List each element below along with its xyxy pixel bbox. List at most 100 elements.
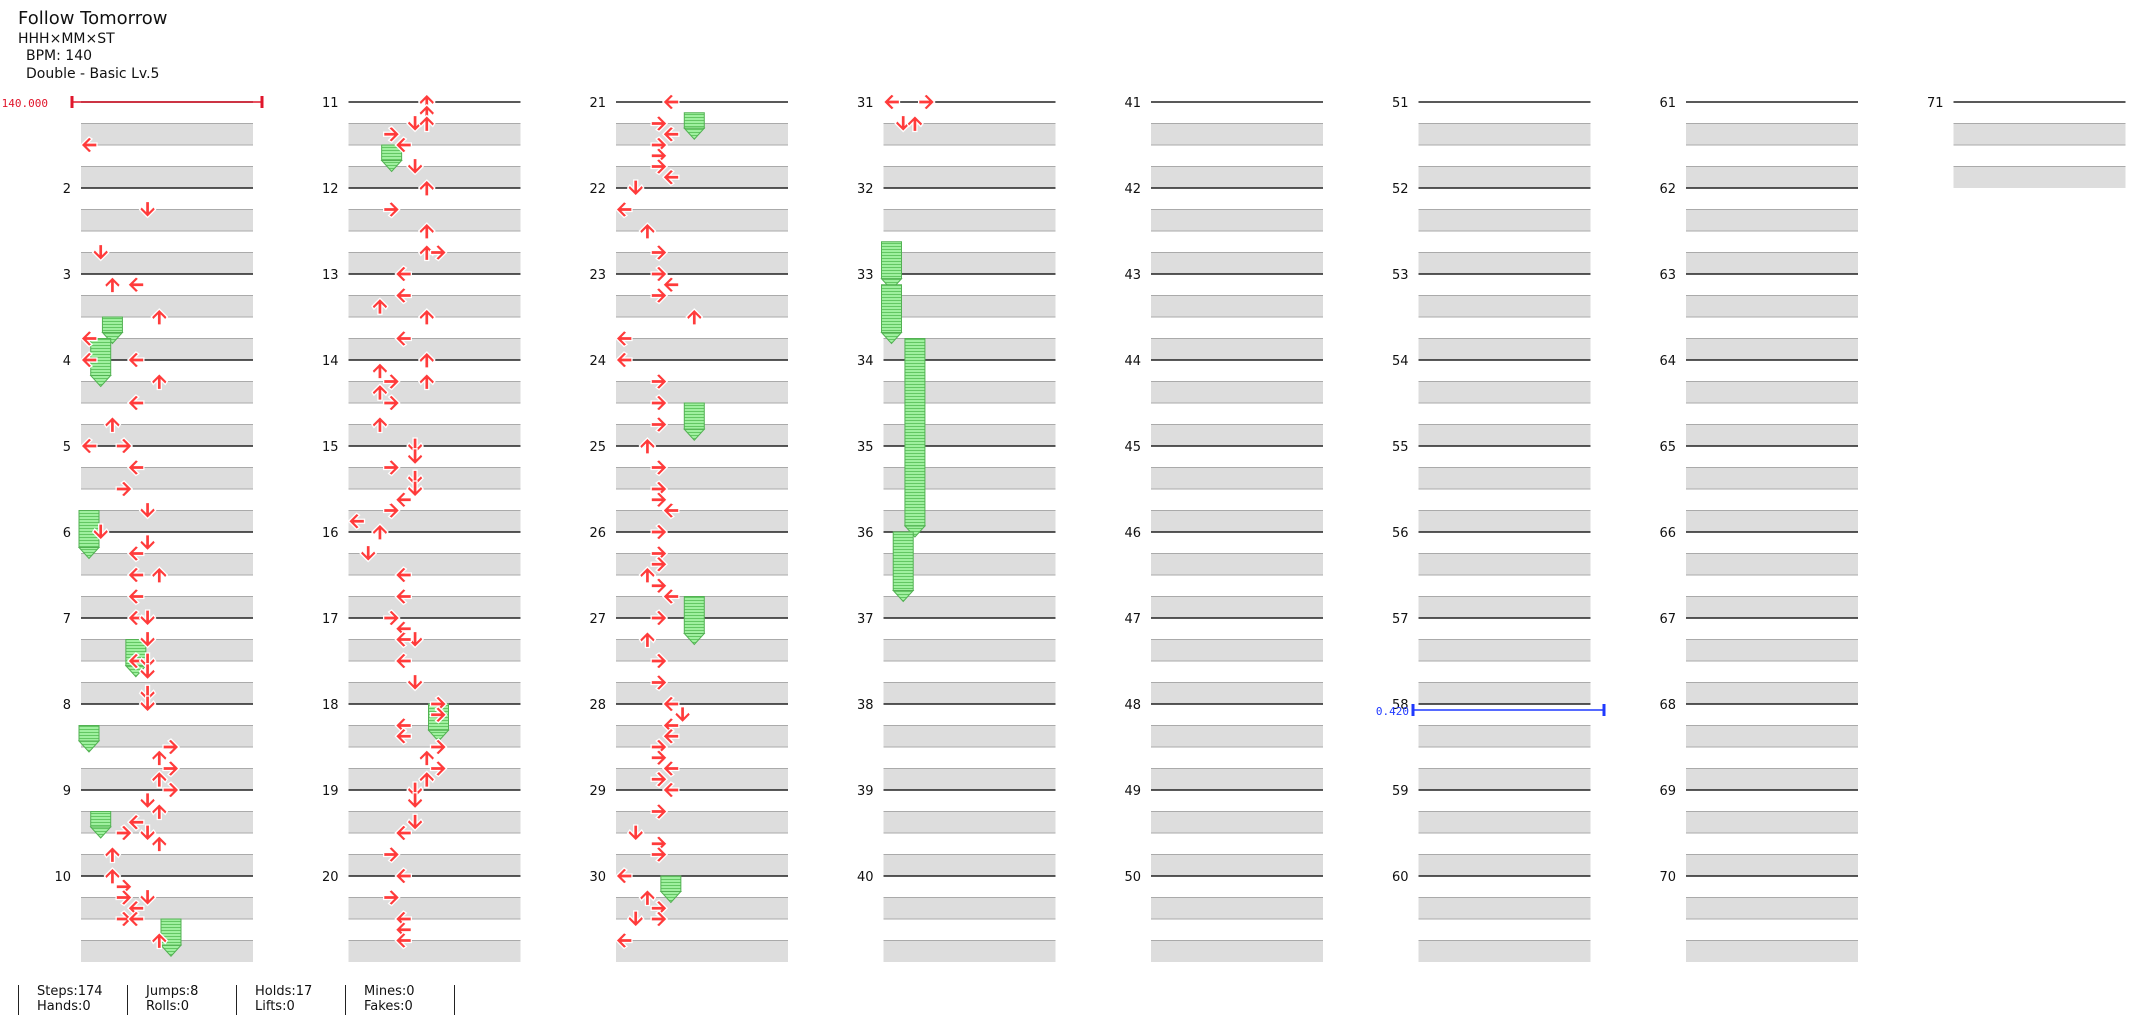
beat-band <box>81 489 253 511</box>
right-arrow-icon <box>382 200 401 219</box>
beat-band <box>616 768 788 790</box>
up-arrow-icon <box>417 179 436 197</box>
beat-band <box>883 424 1056 446</box>
right-arrow-icon <box>650 845 669 864</box>
beat-band <box>1418 467 1591 489</box>
hold-note <box>881 241 902 280</box>
beat-band <box>1418 833 1591 855</box>
beat-band <box>1151 811 1323 833</box>
beat-band <box>1686 489 1858 511</box>
left-arrow-icon <box>394 329 413 348</box>
right-arrow-icon <box>115 437 134 455</box>
down-arrow-icon <box>406 781 424 799</box>
beat-band <box>1418 489 1591 511</box>
right-arrow-icon <box>650 652 669 670</box>
right-arrow-icon <box>650 243 669 262</box>
measure-number: 36 <box>857 526 874 541</box>
mines-count: Mines:0 <box>364 984 415 999</box>
left-arrow-icon <box>126 351 145 369</box>
right-arrow-icon <box>650 265 669 283</box>
beat-band <box>1418 295 1591 317</box>
left-arrow-icon <box>394 931 413 950</box>
beat-band <box>883 209 1056 231</box>
beat-band <box>1418 403 1591 425</box>
left-arrow-icon <box>661 781 680 799</box>
beat-band <box>616 295 788 317</box>
right-arrow-icon <box>162 781 180 799</box>
beat-band <box>348 252 521 274</box>
beat-band <box>1151 338 1323 360</box>
measure-number: 7 <box>63 612 71 627</box>
beat-band <box>883 510 1056 532</box>
up-arrow-icon <box>417 770 436 788</box>
beat-band <box>81 661 253 683</box>
beat-band <box>616 338 788 360</box>
measure-number: 38 <box>857 698 874 713</box>
beat-band <box>348 639 521 661</box>
hold-note <box>881 284 902 333</box>
up-arrow-icon <box>685 308 704 326</box>
beat-band <box>81 639 253 661</box>
measure-number: 33 <box>857 268 874 283</box>
up-arrow-icon <box>150 931 169 950</box>
beat-band <box>883 897 1056 919</box>
lifts-count: Lifts:0 <box>255 998 295 1014</box>
down-arrow-icon <box>138 534 157 552</box>
beat-band <box>348 553 521 575</box>
beat-band <box>1686 833 1858 855</box>
up-arrow-icon <box>150 748 169 767</box>
up-arrow-icon <box>150 834 169 853</box>
beat-band <box>616 919 788 941</box>
hold-note <box>78 725 100 742</box>
beat-band <box>348 919 521 941</box>
right-arrow-icon <box>650 114 669 133</box>
measure-number: 16 <box>322 526 339 541</box>
measure-number: 29 <box>589 784 606 799</box>
left-arrow-icon <box>661 275 680 294</box>
timing-markers: 140.000 0.420 <box>2 96 1606 718</box>
down-arrow-icon <box>91 243 110 262</box>
down-arrow-icon <box>626 824 645 842</box>
beat-band <box>81 338 253 360</box>
beat-band <box>1151 166 1323 188</box>
measure-number: 71 <box>1927 96 1944 111</box>
beat-band <box>616 145 788 167</box>
hold-tail <box>159 944 183 957</box>
beat-band <box>1151 940 1323 962</box>
beat-band <box>348 940 521 962</box>
measure-number: 35 <box>857 440 874 455</box>
beat-band <box>883 145 1056 167</box>
right-arrow-icon <box>429 243 448 262</box>
beat-band <box>1686 510 1858 532</box>
beat-band <box>1151 639 1323 661</box>
measure-number: 19 <box>322 784 339 799</box>
beat-band <box>81 575 253 597</box>
beat-band <box>81 317 253 339</box>
measure-number: 67 <box>1659 612 1676 627</box>
beat-band <box>1418 596 1591 618</box>
hold-tail <box>659 891 682 904</box>
beat-band <box>348 596 521 618</box>
beat-band <box>1686 467 1858 489</box>
beat-band <box>1686 811 1858 833</box>
measure-number: 69 <box>1659 784 1676 799</box>
down-arrow-icon <box>138 695 157 713</box>
up-arrow-icon <box>638 222 657 240</box>
beat-band <box>1686 725 1858 747</box>
stats-group-holds: Holds:17 Lifts:0 <box>236 984 345 1015</box>
left-arrow-icon <box>661 501 680 520</box>
down-arrow-icon <box>406 448 424 466</box>
beat-band <box>616 682 788 704</box>
beat-band <box>1151 381 1323 403</box>
beat-band <box>1151 295 1323 317</box>
up-arrow-icon <box>371 361 389 380</box>
beat-band <box>1686 897 1858 919</box>
beat-band <box>1686 166 1858 188</box>
steps-count: Steps:174 <box>37 984 103 999</box>
beat-band <box>348 575 521 597</box>
beat-band <box>1418 575 1591 597</box>
measure-number: 39 <box>857 784 874 799</box>
hands-count: Hands:0 <box>37 998 91 1014</box>
left-arrow-icon <box>126 394 145 412</box>
beat-band <box>1418 768 1591 790</box>
